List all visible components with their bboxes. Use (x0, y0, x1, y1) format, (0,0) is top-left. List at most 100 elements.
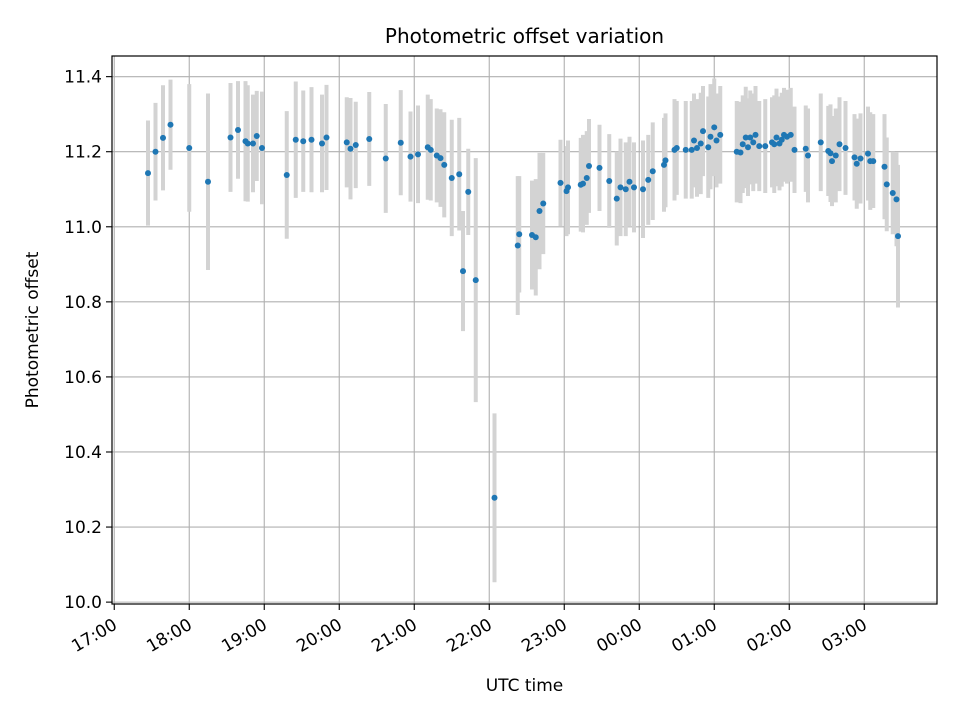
data-point (802, 145, 809, 152)
data-point (347, 145, 354, 152)
data-point (649, 168, 656, 175)
y-axis-ticks: 10.0 10.2 10.4 10.6 10.8 11.0 11.2 11.4 (64, 68, 112, 613)
data-point (491, 494, 498, 501)
data-point (750, 139, 757, 146)
y-axis-label: Photometric offset (23, 251, 43, 408)
data-point (836, 141, 843, 148)
data-point (160, 134, 166, 141)
y-tick-label: 11.0 (64, 218, 102, 238)
data-point (343, 139, 350, 146)
data-point (565, 184, 571, 191)
data-point (253, 132, 260, 139)
data-point (323, 134, 330, 141)
y-tick-label: 10.8 (64, 293, 102, 313)
data-point (662, 157, 669, 164)
data-point (626, 178, 633, 185)
data-point (465, 188, 472, 195)
y-tick-label: 10.6 (64, 368, 102, 388)
data-point (771, 141, 778, 148)
data-point (791, 146, 798, 153)
data-point (532, 234, 539, 241)
data-point (645, 176, 652, 183)
data-point (752, 131, 759, 138)
y-tick-label: 10.4 (64, 443, 102, 463)
data-point (778, 136, 785, 143)
data-point (606, 177, 613, 184)
data-point (865, 150, 871, 157)
data-point (713, 137, 720, 144)
data-point (514, 242, 521, 249)
data-point (889, 190, 896, 196)
y-tick-label: 11.4 (64, 68, 102, 88)
data-point (827, 150, 834, 157)
data-point (832, 152, 839, 159)
data-point (613, 195, 620, 202)
data-point (747, 134, 754, 141)
data-point (853, 160, 860, 167)
data-point (472, 277, 479, 284)
data-point (227, 134, 234, 141)
data-point (448, 174, 455, 181)
data-point (895, 233, 901, 240)
data-point (292, 136, 299, 143)
data-point (536, 208, 543, 215)
data-point (707, 133, 714, 140)
data-point (694, 144, 700, 151)
data-point (787, 131, 794, 138)
data-point (397, 139, 404, 146)
data-point (682, 146, 689, 153)
y-tick-label: 10.2 (64, 518, 102, 538)
data-point (617, 184, 624, 191)
data-point (244, 140, 251, 147)
data-point (250, 140, 256, 147)
data-point (857, 155, 864, 162)
data-point (382, 155, 389, 162)
data-point (742, 134, 749, 141)
data-point (437, 155, 444, 162)
data-point (441, 161, 448, 168)
data-point (756, 143, 763, 150)
data-point (622, 186, 629, 193)
data-point (580, 180, 586, 187)
data-point (842, 144, 849, 151)
data-point (711, 124, 718, 131)
data-point (870, 158, 877, 165)
data-point (883, 181, 890, 188)
data-point (893, 196, 900, 203)
data-point (661, 161, 667, 168)
data-point (745, 144, 751, 151)
data-point (557, 179, 564, 186)
data-point (631, 184, 637, 191)
data-point (167, 121, 174, 128)
data-point (596, 164, 603, 171)
data-point (773, 134, 780, 141)
data-point (145, 170, 151, 177)
data-point (881, 163, 888, 170)
data-point (805, 152, 811, 159)
data-point (407, 153, 414, 160)
data-point (259, 144, 265, 151)
data-point (717, 131, 724, 138)
data-point (235, 126, 241, 133)
data-point (516, 231, 523, 238)
data-point (737, 149, 744, 156)
data-point (691, 137, 697, 144)
data-point (205, 178, 211, 185)
data-point (366, 135, 373, 142)
data-point (308, 136, 315, 143)
plot-frame (111, 55, 938, 605)
data-point (460, 268, 466, 275)
data-point (697, 140, 704, 147)
data-point (705, 144, 712, 151)
data-point (319, 140, 325, 147)
data-point (700, 128, 706, 135)
data-point (762, 143, 769, 150)
grid (112, 56, 937, 604)
data-points (145, 121, 901, 501)
data-point (352, 141, 359, 148)
data-point (817, 139, 824, 146)
data-point (851, 154, 858, 161)
y-tick-label: 10.0 (64, 593, 102, 613)
